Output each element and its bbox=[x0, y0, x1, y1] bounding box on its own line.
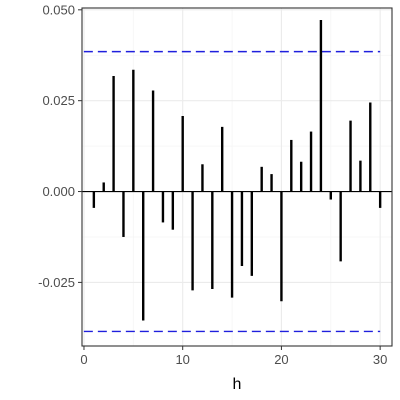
confidence-bounds bbox=[83, 50, 381, 333]
y-tick-label: 0.025 bbox=[42, 93, 75, 108]
x-axis-title: h bbox=[233, 376, 242, 393]
x-tick-label: 0 bbox=[80, 352, 87, 367]
panel-border bbox=[81, 7, 393, 347]
x-tick-label: 30 bbox=[373, 352, 387, 367]
x-tick-label: 10 bbox=[175, 352, 189, 367]
grid bbox=[82, 8, 392, 346]
x-axis: 0 10 20 30 bbox=[80, 346, 387, 367]
y-tick-label: -0.025 bbox=[38, 275, 75, 290]
y-axis: -0.025 0.000 0.025 0.050 bbox=[38, 2, 82, 290]
y-tick-label: 0.000 bbox=[42, 184, 75, 199]
bars bbox=[92, 19, 382, 321]
x-tick-label: 20 bbox=[274, 352, 288, 367]
y-tick-label: 0.050 bbox=[42, 2, 75, 17]
